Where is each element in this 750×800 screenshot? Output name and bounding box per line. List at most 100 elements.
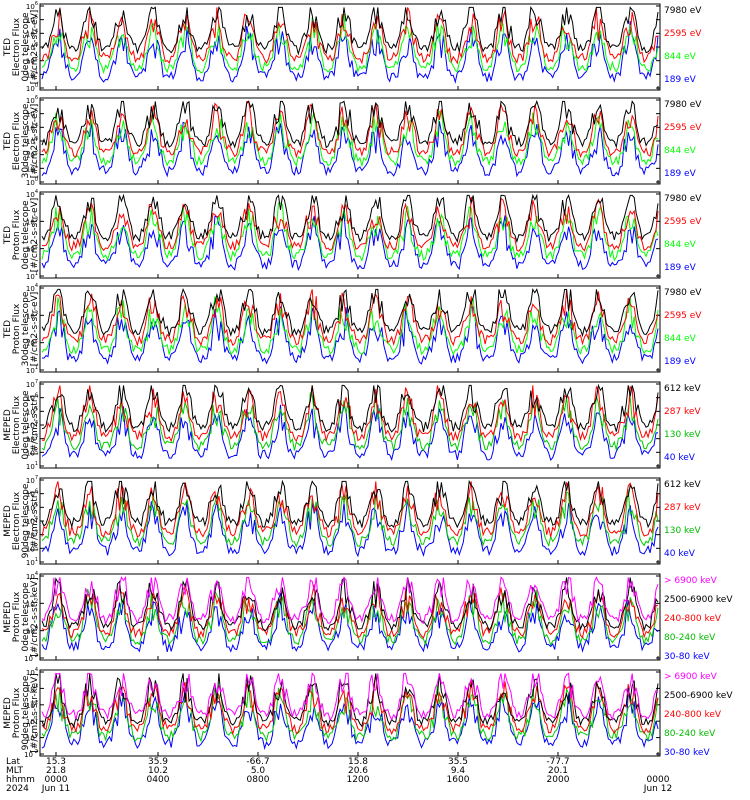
x-axis-value: 10.2 — [147, 766, 169, 776]
x-axis-value: 0000 — [646, 775, 670, 785]
series-line-0 — [41, 383, 659, 434]
series-line-1 — [42, 196, 659, 252]
plot-frame — [39, 191, 661, 279]
legend-item: 287 keV — [664, 407, 701, 417]
legend-item: > 6900 keV — [664, 672, 717, 682]
y-tick-label: 104 — [26, 667, 38, 677]
x-axis-value: 15.3 — [45, 757, 67, 767]
series-line-0 — [41, 575, 659, 626]
panel-plot-area: 100 101 102 103 104 105 106 — [26, 95, 661, 187]
x-axis-value: 35.9 — [147, 757, 169, 767]
y-axis-label: TED Electron Flux 30deg telescope [#/cm2-s-… — [3, 100, 40, 182]
y-tick-label: 103 — [26, 530, 38, 540]
y-tick-label: 105 — [26, 502, 38, 512]
legend-item: 130 keV — [664, 430, 701, 440]
legend-item: 2500-6900 keV — [664, 691, 733, 701]
y-axis-label-line: [#/cm2-s-str-eV] — [30, 9, 40, 85]
y-tick-label: 103 — [26, 42, 38, 52]
y-tick-label: 102 — [26, 150, 38, 160]
x-axis-value: 0400 — [146, 775, 170, 785]
y-axis-label: MEPED Electron Flux 90deg telescope [#/cm2-… — [3, 480, 40, 562]
series-line-3 — [41, 403, 659, 462]
legend-item: 2595 eV — [664, 217, 702, 227]
y-tick-label: 104 — [26, 122, 38, 132]
series-line-0 — [41, 672, 659, 722]
legend-item: 80-240 keV — [664, 729, 716, 739]
flux-panel-1: 100 101 102 103 104 105 106 TED Electron Flux 0de… — [0, 1, 750, 93]
series-line-1 — [41, 7, 659, 65]
series-line-2 — [41, 391, 659, 452]
flux-panel-3: 101 102 103 104 TED Proton Flux 0deg telescope… — [0, 189, 750, 281]
y-axis-label-line: [#/cm2-s-str] — [30, 394, 40, 456]
plot-frame — [39, 669, 661, 757]
series-line-2 — [41, 674, 659, 736]
x-axis-value: -66.7 — [246, 757, 270, 767]
legend-item: 7980 eV — [664, 194, 702, 204]
legend-item: 40 keV — [664, 549, 695, 559]
x-axis-row-label: hhmm — [6, 775, 35, 785]
x-axis-row-label: MLT — [6, 766, 24, 776]
y-tick-label: 107 — [26, 475, 38, 485]
y-axis-label: MEPED Electron Flux 0deg telescope [#/cm2-s… — [3, 384, 40, 466]
y-axis-label: TED Proton Flux 30deg telescope [#/cm2-s-st… — [3, 288, 40, 370]
y-tick-label: 102 — [26, 338, 38, 348]
legend-item: 2595 eV — [664, 123, 702, 133]
x-axis-value: 0000 — [44, 775, 68, 785]
x-axis-value: 5.0 — [250, 766, 266, 776]
y-axis-label: TED Electron Flux 0deg telescope [#/cm2-s-s… — [3, 6, 40, 88]
y-tick-label: 10-2 — [24, 653, 38, 663]
series-line-3 — [41, 20, 659, 84]
legend-item: 844 eV — [664, 240, 696, 250]
x-axis-value: Jun 12 — [643, 784, 673, 794]
y-tick-label: 101 — [26, 461, 38, 471]
legend-item: 2595 eV — [664, 311, 702, 321]
series-line-2 — [41, 489, 659, 548]
x-axis-value: 1200 — [346, 775, 370, 785]
y-tick-label: 105 — [26, 15, 38, 25]
series-line-3 — [41, 121, 659, 178]
legend-item: 130 keV — [664, 526, 701, 536]
panel-plot-area: 100 101 102 103 104 105 106 — [26, 1, 661, 93]
x-axis-value: 20.1 — [547, 766, 569, 776]
legend-item: 844 eV — [664, 146, 696, 156]
y-tick-label: 100 — [26, 83, 38, 93]
y-tick-label: 105 — [26, 109, 38, 119]
plot-frame — [39, 573, 661, 661]
series-line-0 — [41, 287, 659, 338]
series-line-0 — [41, 99, 659, 149]
flux-panel-6: 101 102 103 104 105 106 107 MEPED Electron Flux 9… — [0, 475, 750, 567]
y-axis-label-line: [#/cm2-s-str-keV] — [30, 577, 40, 657]
y-tick-label: 103 — [26, 683, 38, 693]
y-axis-label-line: [#/cm2-s-str-keV] — [30, 673, 40, 753]
legend-item: 189 eV — [664, 357, 696, 367]
y-tick-label: 102 — [26, 598, 38, 608]
legend-item: 2595 eV — [664, 29, 702, 39]
legend-item: 80-240 keV — [664, 633, 716, 643]
series-line-3 — [41, 498, 659, 558]
x-axis-value: Jun 11 — [41, 784, 71, 794]
y-axis-label-line: [#/cm2-s-str] — [30, 490, 40, 552]
y-tick-label: 104 — [26, 283, 38, 293]
y-tick-label: 103 — [26, 136, 38, 146]
series-line-2 — [41, 202, 659, 263]
y-tick-label: 102 — [26, 244, 38, 254]
y-axis-label: MEPED Proton Flux 90deg telescope [#/cm2-s-… — [3, 672, 40, 754]
legend-item: 844 eV — [664, 334, 696, 344]
y-tick-label: 103 — [26, 216, 38, 226]
y-tick-label: 101 — [26, 557, 38, 567]
y-tick-label: 102 — [26, 447, 38, 457]
flux-panel-2: 100 101 102 103 104 105 106 TED Electron Flux 30d… — [0, 95, 750, 187]
y-tick-label: 104 — [26, 571, 38, 581]
legend-item: 240-800 keV — [664, 614, 722, 624]
series-line-0 — [41, 193, 659, 244]
x-axis-value: 1600 — [446, 775, 470, 785]
x-axis-value: 21.8 — [45, 766, 67, 776]
plot-frame — [39, 3, 661, 91]
legend-item: 40 keV — [664, 453, 695, 463]
y-tick-label: 100 — [26, 626, 38, 636]
series-line-1 — [41, 289, 659, 347]
legend-item: 189 eV — [664, 75, 696, 85]
x-axis-value: -77.7 — [546, 757, 570, 767]
x-axis-value: 20.6 — [347, 766, 369, 776]
